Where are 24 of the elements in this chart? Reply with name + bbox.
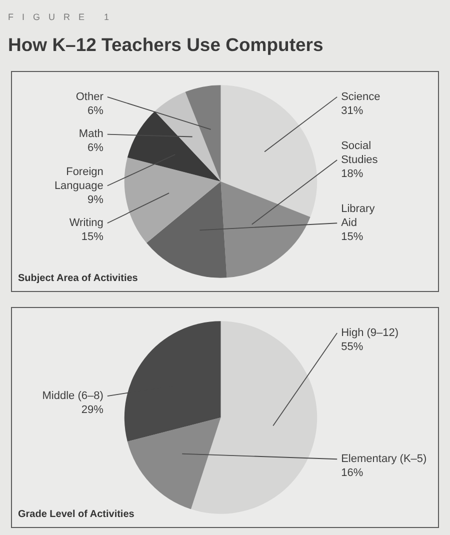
slice-label: Writing: [69, 217, 104, 230]
data-label: 31%: [341, 104, 364, 117]
data-label: 15%: [341, 231, 364, 244]
data-label: 16%: [341, 467, 364, 480]
slice-label: Elementary (K–5): [341, 453, 427, 466]
slice-label: Other: [76, 90, 104, 103]
slice-label: Science: [341, 90, 380, 103]
data-label: 6%: [87, 104, 104, 117]
text: Subject Area of Activities: [18, 273, 138, 285]
data-label: 9%: [87, 194, 104, 206]
slice-label: Library Aid: [341, 203, 375, 230]
text: How K–12 Teachers Use Computers: [8, 34, 324, 56]
slice-label: Social Studies: [341, 140, 378, 166]
slice-label: Math: [78, 128, 104, 140]
caption: FIGURE 1: [8, 11, 118, 23]
slice-label: Foreign Language: [54, 166, 104, 192]
data-label: 55%: [341, 340, 364, 353]
data-label: 15%: [81, 231, 104, 244]
text: Grade Level of Activities: [18, 509, 134, 521]
data-label: 29%: [81, 404, 104, 416]
slice-label: High (9–12): [341, 326, 399, 339]
data-label: 6%: [87, 142, 104, 154]
data-label: 18%: [341, 168, 364, 180]
slice-label: Middle (6–8): [42, 390, 104, 402]
